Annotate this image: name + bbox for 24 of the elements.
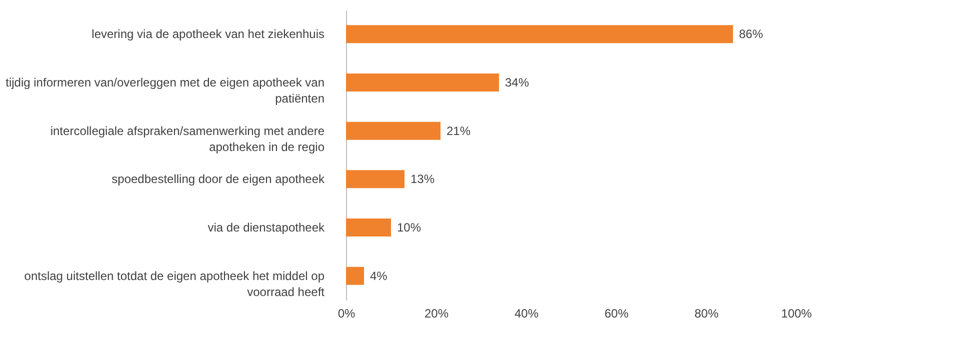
bar	[346, 218, 391, 236]
y-tick-label: via de dienstapotheek	[208, 220, 326, 234]
x-tick-label: 40%	[514, 306, 539, 320]
data-label: 4%	[370, 268, 388, 283]
y-tick-label: spoedbestelling door de eigen apotheek	[112, 172, 326, 186]
y-tick-label: levering via de apotheek van het ziekenhuis	[92, 27, 324, 42]
x-tick-label: 100%	[781, 306, 812, 320]
x-tick-label: 20%	[424, 306, 449, 320]
bar	[346, 170, 404, 188]
bar	[346, 266, 364, 285]
x-tick-label: 80%	[694, 306, 719, 320]
bar	[346, 122, 440, 140]
y-tick-label: tijdig informeren van/overleggen met de eigen apotheek van patiënten	[6, 76, 324, 106]
x-tick-label: 60%	[604, 306, 629, 320]
data-label: 34%	[505, 76, 530, 90]
y-tick-label: intercollegiale afspraken/samenwerking met andere apotheken in de regio	[50, 124, 325, 154]
data-label: 86%	[739, 27, 764, 42]
data-label: 21%	[446, 124, 471, 138]
x-tick-label: 0%	[338, 306, 356, 320]
bar	[346, 25, 733, 44]
y-tick-label: ontslag uitstellen totdat de eigen apotheek het middel op voorraad heeft	[24, 268, 326, 299]
bar	[346, 74, 499, 92]
data-label: 10%	[397, 220, 422, 234]
data-label: 13%	[410, 172, 435, 186]
